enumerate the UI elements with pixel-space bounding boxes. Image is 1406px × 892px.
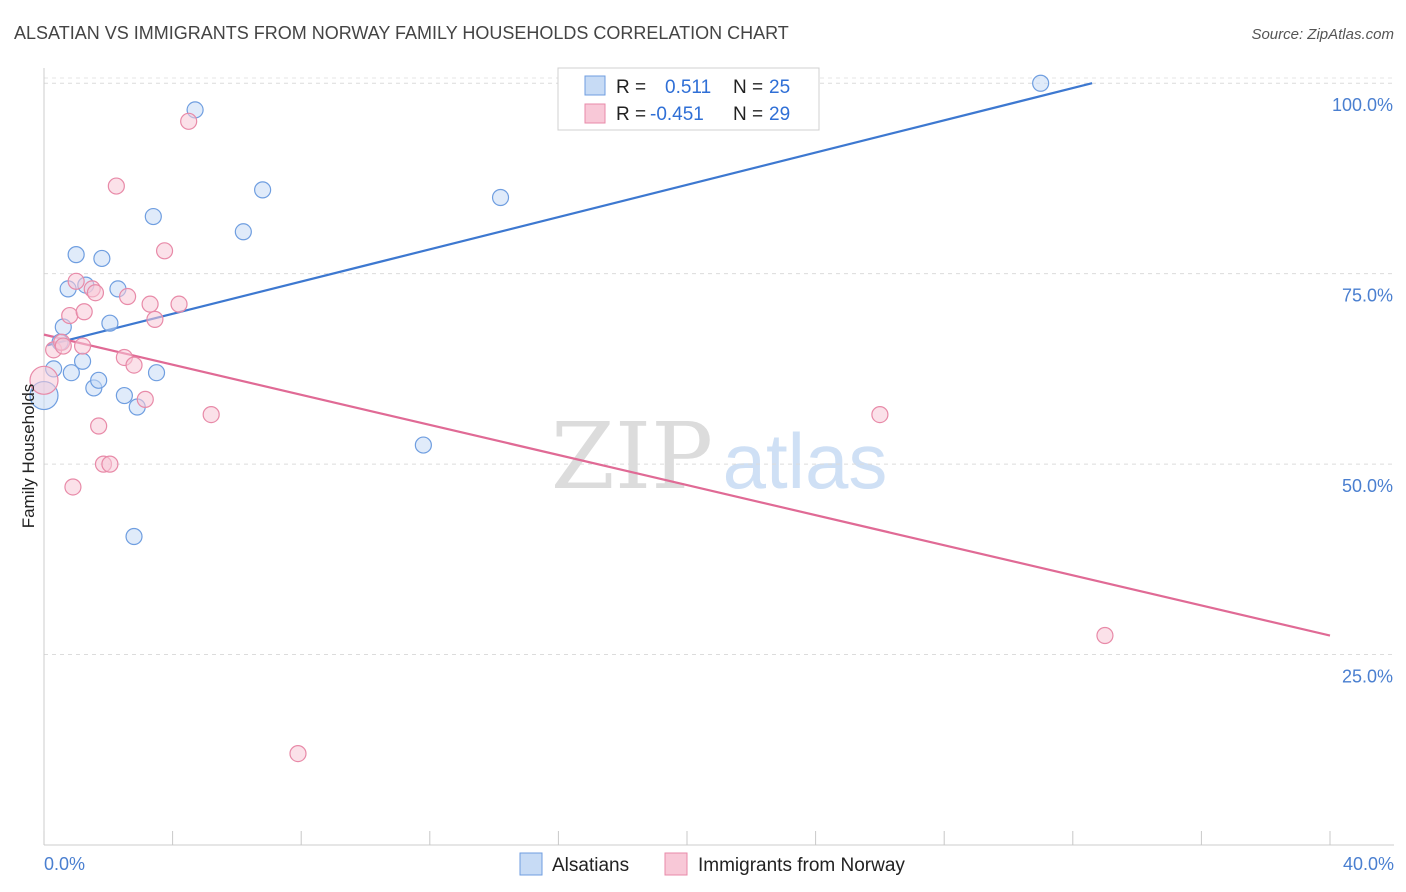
trend-line-0 bbox=[46, 82, 1093, 347]
point-series-1 bbox=[107, 177, 125, 195]
y-tick-label: 25.0% bbox=[1342, 667, 1393, 687]
data-points bbox=[29, 74, 1114, 763]
watermark: ZIP atlas bbox=[551, 403, 887, 510]
point-series-0 bbox=[254, 181, 272, 199]
point-series-1 bbox=[54, 337, 72, 355]
axes: 25.0% 50.0% 75.0% 100.0% 0.0% 40.0% bbox=[43, 68, 1394, 874]
point-series-1 bbox=[146, 310, 164, 328]
trend-line-1 bbox=[43, 333, 1331, 637]
point-series-0 bbox=[93, 249, 111, 268]
watermark-atlas: atlas bbox=[723, 417, 888, 505]
point-series-1 bbox=[170, 295, 188, 313]
stats-r-value-2: -0.451 bbox=[650, 104, 704, 125]
point-series-1 bbox=[86, 284, 105, 302]
grid bbox=[44, 77, 1394, 656]
point-series-0 bbox=[125, 527, 143, 546]
stats-legend: R = 0.511 N = 25 R = -0.451 N = 29 bbox=[557, 67, 820, 131]
legend-label-norway: Immigrants from Norway bbox=[698, 855, 905, 876]
point-series-1 bbox=[289, 744, 307, 763]
point-series-1 bbox=[180, 112, 198, 130]
point-series-1 bbox=[136, 390, 154, 408]
point-series-1 bbox=[118, 287, 137, 306]
point-series-1 bbox=[155, 242, 174, 260]
y-tick-label: 50.0% bbox=[1342, 476, 1393, 496]
point-series-0 bbox=[147, 364, 166, 382]
point-series-1 bbox=[29, 365, 59, 395]
y-axis-label: Family Households bbox=[19, 384, 38, 529]
chart-source: Source: ZipAtlas.com bbox=[1251, 26, 1394, 43]
x-tick-label: 0.0% bbox=[44, 854, 85, 874]
y-tick-label: 100.0% bbox=[1332, 95, 1393, 115]
stats-r-label-2: R = bbox=[616, 104, 646, 125]
point-series-1 bbox=[75, 303, 93, 321]
stats-swatch-alsatians bbox=[584, 75, 606, 96]
point-series-1 bbox=[64, 478, 82, 496]
point-series-0 bbox=[414, 436, 432, 454]
chart-title: ALSATIAN VS IMMIGRANTS FROM NORWAY FAMIL… bbox=[14, 23, 789, 43]
stats-n-label-1: N = bbox=[733, 77, 763, 98]
point-series-1 bbox=[90, 417, 108, 435]
point-series-0 bbox=[101, 314, 119, 332]
trend-lines bbox=[43, 82, 1331, 637]
point-series-1 bbox=[73, 337, 92, 355]
watermark-zip: ZIP bbox=[551, 403, 713, 510]
point-series-0 bbox=[67, 246, 85, 264]
point-series-1 bbox=[202, 406, 220, 424]
legend-label-alsatians: Alsatians bbox=[552, 855, 629, 876]
point-series-1 bbox=[101, 455, 119, 473]
stats-r-label-1: R = bbox=[616, 77, 646, 98]
x-tick-label: 40.0% bbox=[1343, 854, 1394, 874]
point-series-1 bbox=[871, 406, 889, 424]
point-series-0 bbox=[491, 188, 510, 207]
point-series-1 bbox=[67, 272, 85, 290]
legend-swatch-alsatians bbox=[519, 852, 543, 876]
point-series-0 bbox=[115, 386, 133, 405]
bottom-legend: Alsatians Immigrants from Norway bbox=[519, 852, 905, 876]
y-tick-label: 75.0% bbox=[1342, 286, 1393, 306]
point-series-1 bbox=[1096, 626, 1114, 645]
legend-swatch-norway bbox=[664, 852, 688, 876]
point-series-1 bbox=[141, 295, 159, 313]
point-series-0 bbox=[1032, 74, 1050, 92]
point-series-0 bbox=[144, 207, 162, 226]
stats-n-value-2: 29 bbox=[769, 104, 790, 125]
point-series-0 bbox=[90, 371, 108, 389]
point-series-0 bbox=[234, 223, 252, 241]
point-series-0 bbox=[73, 352, 92, 370]
point-series-1 bbox=[61, 306, 79, 325]
point-series-0 bbox=[62, 364, 80, 382]
stats-n-label-2: N = bbox=[733, 104, 763, 125]
stats-n-value-1: 25 bbox=[769, 77, 790, 98]
stats-swatch-norway bbox=[584, 103, 606, 124]
point-series-1 bbox=[125, 356, 143, 374]
stats-r-value-1: 0.511 bbox=[665, 77, 711, 98]
